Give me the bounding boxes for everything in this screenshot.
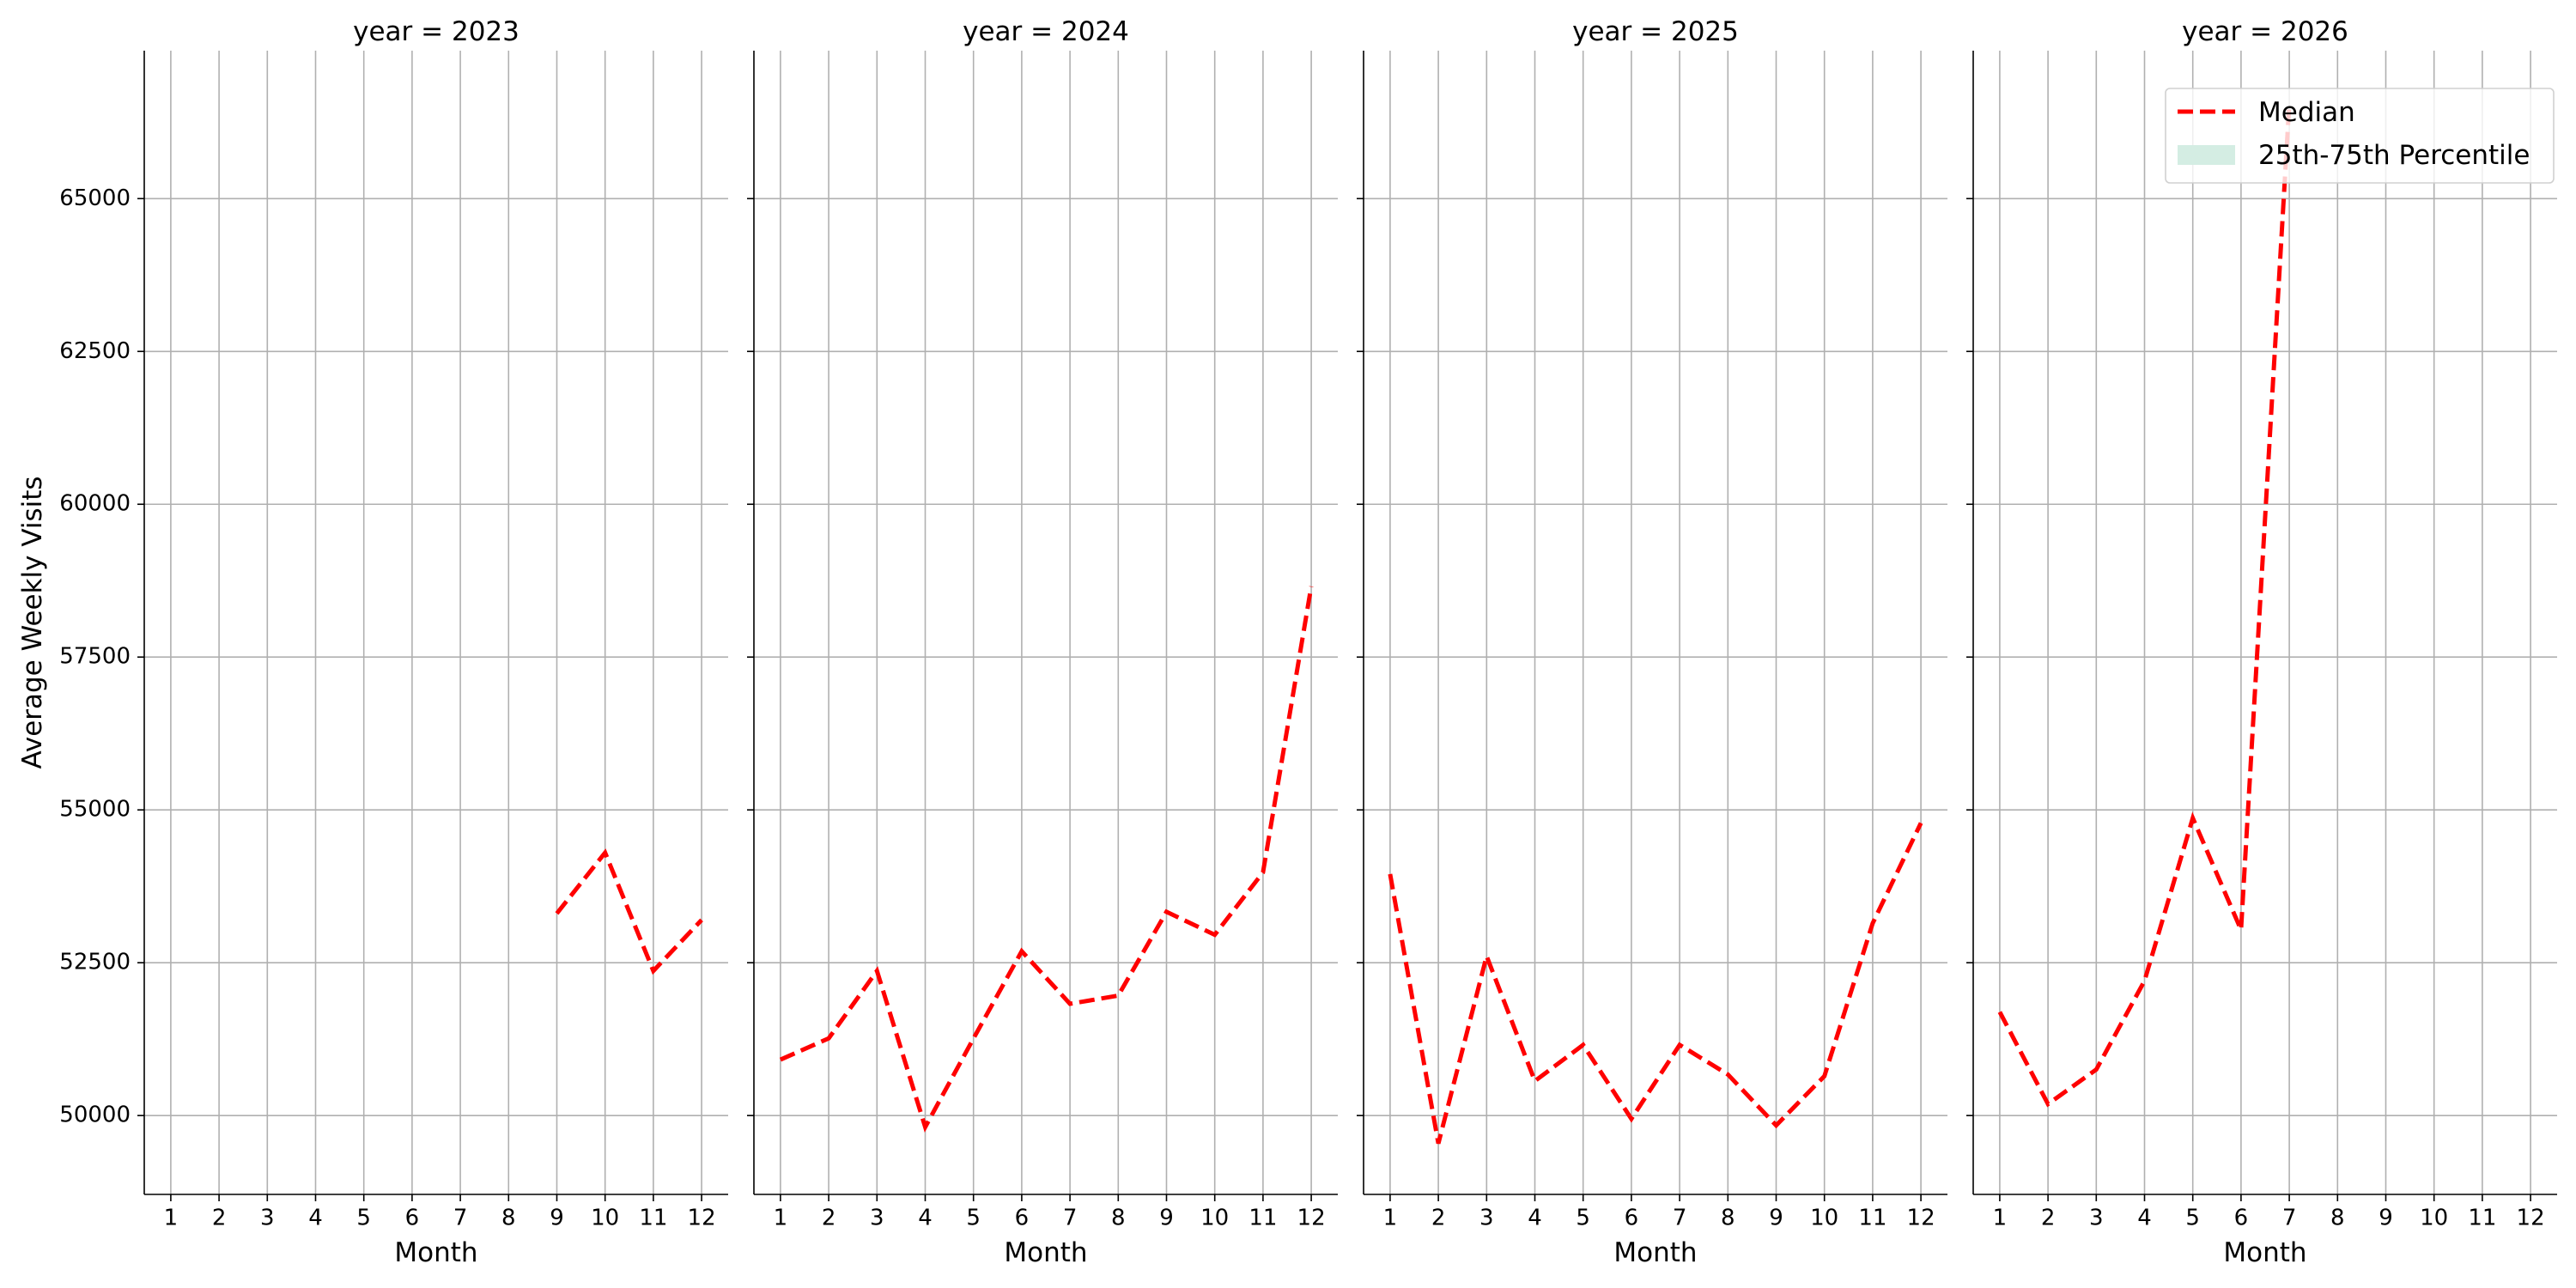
x-tick-label: 1	[774, 1206, 788, 1231]
y-axis-label: Average Weekly Visits	[17, 476, 48, 769]
panel-title: year = 2025	[1572, 16, 1739, 47]
x-tick-label: 1	[164, 1206, 179, 1231]
x-axis-label: Month	[2223, 1237, 2306, 1268]
x-tick-label: 6	[1015, 1206, 1030, 1231]
y-tick-label: 52500	[59, 950, 131, 975]
x-tick-label: 12	[1907, 1206, 1935, 1231]
x-axis-label: Month	[1004, 1237, 1087, 1268]
x-tick-label: 12	[1297, 1206, 1326, 1231]
x-tick-label: 5	[966, 1206, 981, 1231]
y-tick-label: 62500	[59, 338, 131, 364]
x-tick-label: 8	[501, 1206, 516, 1231]
x-axis-label: Month	[394, 1237, 477, 1268]
x-tick-label: 11	[1249, 1206, 1277, 1231]
median-line	[1997, 103, 2292, 1108]
x-tick-label: 1	[1993, 1206, 2008, 1231]
x-tick-label: 3	[870, 1206, 884, 1231]
x-tick-label: 4	[2137, 1206, 2152, 1231]
x-tick-label: 3	[1479, 1206, 1494, 1231]
x-tick-label: 9	[550, 1206, 564, 1231]
x-tick-label: 11	[1858, 1206, 1886, 1231]
x-tick-label: 12	[2517, 1206, 2545, 1231]
panel-title: year = 2026	[2182, 16, 2348, 47]
x-tick-label: 8	[1111, 1206, 1126, 1231]
legend-box	[2165, 88, 2555, 184]
x-tick-label: 7	[2282, 1206, 2297, 1231]
panel: 1 2 3 4 5 6 7 8 9 10 11 125000052500550005750060000…	[17, 16, 728, 1268]
legend: Median 25th-75th Percentile	[2165, 88, 2555, 184]
x-tick-label: 7	[1673, 1206, 1687, 1231]
median-line	[1388, 822, 1923, 1145]
y-tick-label: 60000	[59, 491, 131, 517]
panel-title: year = 2024	[963, 16, 1129, 47]
x-tick-label: 4	[918, 1206, 933, 1231]
x-tick-label: 6	[1625, 1206, 1639, 1231]
x-tick-label: 7	[1063, 1206, 1078, 1231]
panel-title: year = 2023	[353, 16, 519, 47]
x-tick-label: 10	[1200, 1206, 1229, 1231]
x-tick-label: 9	[1159, 1206, 1174, 1231]
x-tick-label: 8	[1721, 1206, 1735, 1231]
legend-label: Median	[2258, 97, 2355, 128]
y-tick-label: 55000	[59, 797, 131, 823]
x-tick-label: 7	[453, 1206, 468, 1231]
x-tick-label: 5	[356, 1206, 371, 1231]
x-tick-label: 11	[639, 1206, 667, 1231]
x-tick-label: 11	[2468, 1206, 2496, 1231]
median-line	[779, 586, 1314, 1133]
x-tick-label: 6	[2234, 1206, 2249, 1231]
x-tick-label: 2	[1431, 1206, 1446, 1231]
x-tick-label: 3	[2089, 1206, 2104, 1231]
legend-swatch	[2178, 145, 2235, 165]
x-tick-label: 2	[212, 1206, 227, 1231]
x-tick-label: 8	[2330, 1206, 2345, 1231]
x-tick-label: 3	[260, 1206, 275, 1231]
x-tick-label: 10	[591, 1206, 619, 1231]
x-axis-label: Month	[1613, 1237, 1697, 1268]
x-tick-label: 9	[1769, 1206, 1783, 1231]
y-tick-label: 65000	[59, 185, 131, 211]
x-tick-label: 9	[2379, 1206, 2393, 1231]
x-tick-label: 6	[405, 1206, 420, 1231]
x-tick-label: 10	[1810, 1206, 1838, 1231]
x-tick-label: 5	[2185, 1206, 2200, 1231]
x-tick-label: 5	[1576, 1206, 1590, 1231]
y-tick-label: 57500	[59, 644, 131, 670]
x-tick-label: 1	[1383, 1206, 1398, 1231]
x-tick-label: 2	[2041, 1206, 2056, 1231]
median-line	[555, 848, 703, 975]
legend-label: 25th-75th Percentile	[2258, 140, 2530, 171]
x-tick-label: 12	[688, 1206, 716, 1231]
x-tick-label: 4	[1528, 1206, 1542, 1231]
x-tick-label: 2	[822, 1206, 836, 1231]
y-tick-label: 50000	[59, 1103, 131, 1128]
x-tick-label: 4	[308, 1206, 323, 1231]
x-tick-label: 10	[2420, 1206, 2448, 1231]
